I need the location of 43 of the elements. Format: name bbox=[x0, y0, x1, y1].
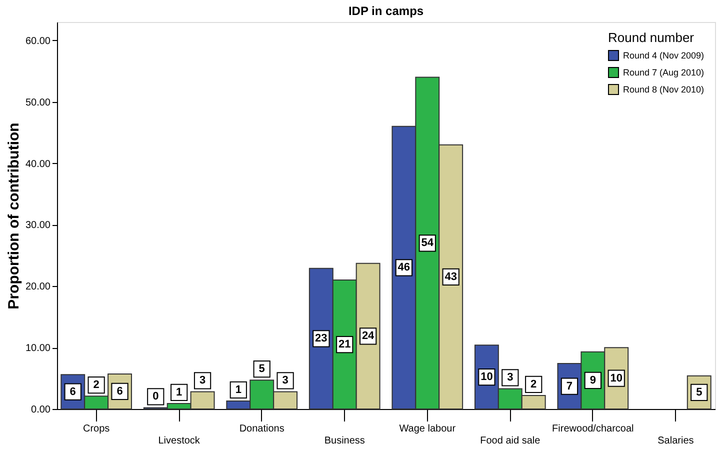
y-tick-label: 0.00 bbox=[31, 404, 51, 416]
x-tick-label: Firewood/charcoal bbox=[552, 424, 634, 434]
data-label: 7 bbox=[566, 380, 573, 392]
y-tick-label: 40.00 bbox=[25, 158, 51, 170]
legend-title: Round number bbox=[608, 30, 695, 45]
y-tick-label: 30.00 bbox=[25, 220, 51, 232]
x-tick-label: Business bbox=[324, 436, 365, 446]
data-label: 1 bbox=[176, 386, 182, 398]
y-tick-label: 60.00 bbox=[25, 36, 51, 47]
data-label: 5 bbox=[258, 363, 265, 376]
x-tick-label: Crops bbox=[82, 424, 110, 434]
data-label: 46 bbox=[398, 262, 410, 274]
data-label: 1 bbox=[235, 384, 242, 396]
y-axis-title: Proportion of contribution bbox=[5, 122, 22, 310]
data-label: 3 bbox=[199, 374, 206, 387]
chart-title: IDP in camps bbox=[348, 4, 424, 18]
data-label: 9 bbox=[590, 374, 596, 386]
data-label: 43 bbox=[444, 270, 457, 283]
legend-label: Round 4 (Nov 2009) bbox=[623, 50, 704, 60]
y-tick-label: 10.00 bbox=[25, 343, 51, 354]
data-label: 2 bbox=[93, 379, 100, 392]
legend-label: Round 7 (Aug 2010) bbox=[623, 68, 704, 78]
x-tick-label: Wage labour bbox=[399, 424, 456, 434]
data-label: 10 bbox=[480, 371, 493, 384]
y-tick-label: 20.00 bbox=[25, 282, 51, 293]
x-tick-label: Salaries bbox=[658, 436, 694, 446]
data-label: 21 bbox=[338, 338, 351, 350]
legend-label: Round 8 (Nov 2010) bbox=[623, 84, 704, 94]
data-label: 5 bbox=[696, 386, 702, 398]
data-label: 3 bbox=[282, 374, 288, 387]
y-tick-label: 50.00 bbox=[25, 97, 51, 108]
data-label: 0 bbox=[152, 390, 159, 403]
x-tick-label: Food aid sale bbox=[480, 436, 541, 446]
data-label: 3 bbox=[507, 372, 514, 384]
data-label: 24 bbox=[362, 330, 376, 342]
data-label: 6 bbox=[70, 386, 76, 398]
data-label: 23 bbox=[315, 332, 328, 345]
data-label: 2 bbox=[530, 378, 537, 390]
x-tick-label: Livestock bbox=[158, 436, 201, 446]
data-label: 6 bbox=[116, 385, 123, 398]
data-label: 54 bbox=[421, 237, 434, 250]
x-tick-label: Donations bbox=[239, 424, 284, 434]
data-label: 10 bbox=[610, 372, 622, 384]
